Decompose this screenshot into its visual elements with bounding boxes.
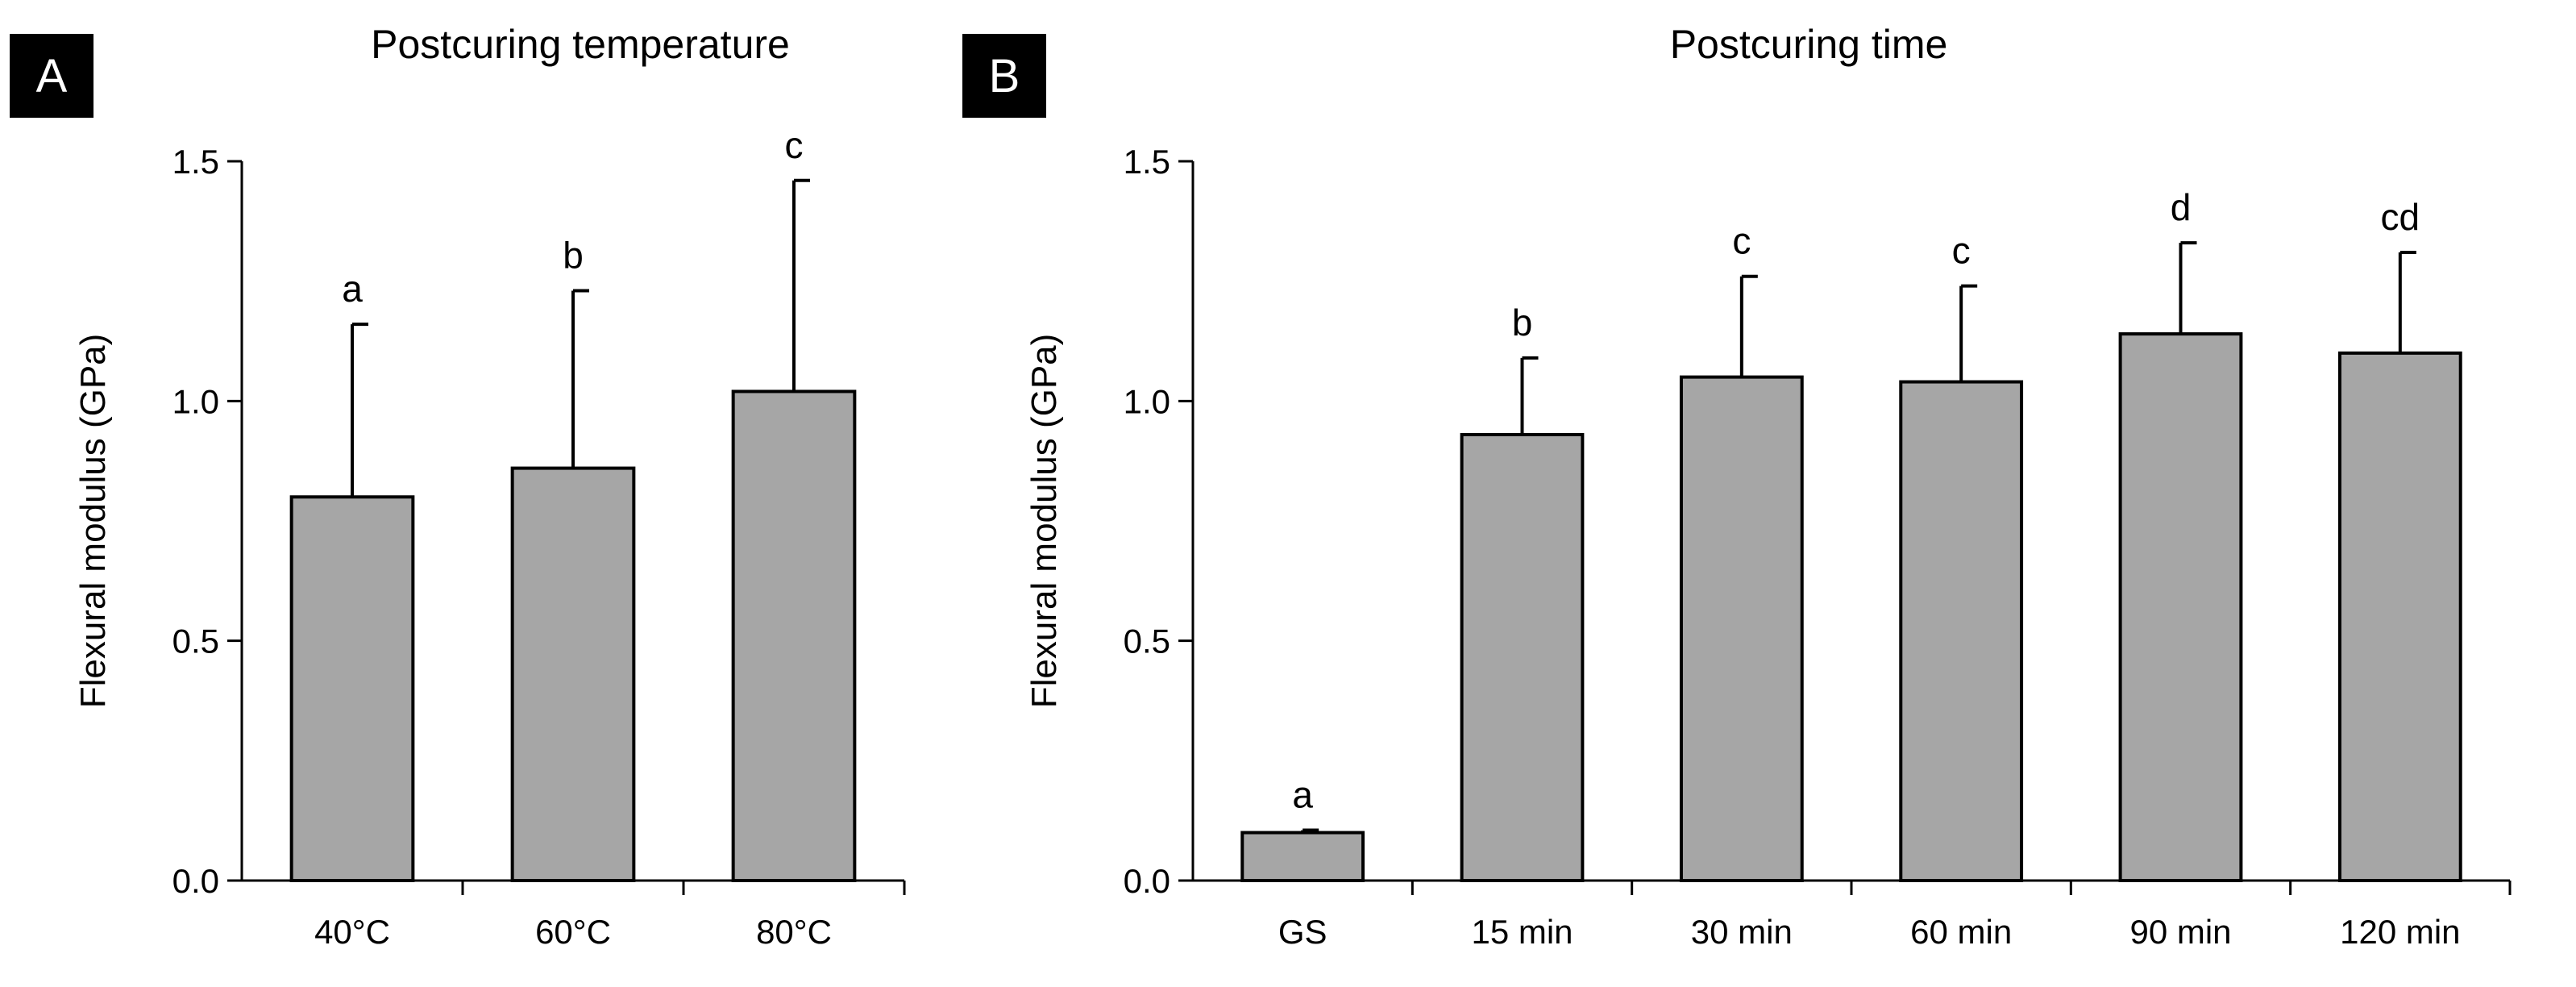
y-tick-label: 0.0 [1124, 862, 1170, 900]
y-tick-label: 0.5 [172, 623, 219, 660]
bar-a-0 [289, 495, 415, 882]
chart-a-svg: Postcuring temperature Flexural modulus (… [73, 22, 906, 951]
y-tick-label: 1.0 [172, 382, 219, 420]
bar-b-5 [2337, 351, 2462, 883]
significance-letter: a [342, 268, 363, 310]
significance-letter: c [785, 124, 804, 166]
y-axis-label: Flexural modulus (GPa) [1024, 334, 1064, 709]
x-tick-label: 60°C [535, 913, 611, 951]
chart-panel-a: A Postcuring temperature Flexural modulus… [0, 0, 951, 987]
significance-letter: c [1952, 230, 1971, 272]
bar-a-1 [510, 466, 636, 882]
y-tick-label: 0.0 [172, 862, 219, 900]
x-tick-label: 90 min [2129, 913, 2231, 951]
y-axis-label: Flexural modulus (GPa) [73, 334, 113, 709]
significance-letter: d [2171, 186, 2192, 228]
y-tick-label: 0.5 [1124, 623, 1170, 660]
x-tick-label: 120 min [2340, 913, 2460, 951]
panel-label-a: A [10, 34, 93, 118]
significance-letter: b [563, 235, 584, 277]
x-tick-label: 15 min [1471, 913, 1573, 951]
significance-letter: cd [2381, 196, 2420, 238]
bar-b-2 [1679, 375, 1804, 883]
x-tick-label: 40°C [314, 913, 390, 951]
significance-letter: a [1292, 774, 1313, 816]
x-tick-label: 60 min [1910, 913, 2012, 951]
chart-panel-b: B Postcuring time Flexural modulus (GPa) 0… [951, 0, 2576, 987]
bar-b-4 [2118, 332, 2243, 882]
chart-b-svg: Postcuring time Flexural modulus (GPa) 0.0… [1024, 22, 2512, 951]
y-tick-label: 1.5 [172, 143, 219, 181]
significance-letter: b [1512, 302, 1533, 344]
bar-b-1 [1460, 432, 1585, 882]
chart-title: Postcuring temperature [371, 22, 790, 67]
bar-b-3 [1899, 380, 2024, 882]
significance-letter: c [1732, 220, 1751, 262]
x-tick-label: 30 min [1691, 913, 1793, 951]
panel-label-b: B [962, 34, 1046, 118]
y-tick-label: 1.0 [1124, 382, 1170, 420]
x-tick-label: GS [1278, 913, 1327, 951]
y-tick-label: 1.5 [1124, 143, 1170, 181]
bar-b-0 [1240, 831, 1365, 882]
chart-title: Postcuring time [1670, 22, 1948, 67]
bar-a-2 [731, 389, 857, 882]
x-tick-label: 80°C [756, 913, 832, 951]
